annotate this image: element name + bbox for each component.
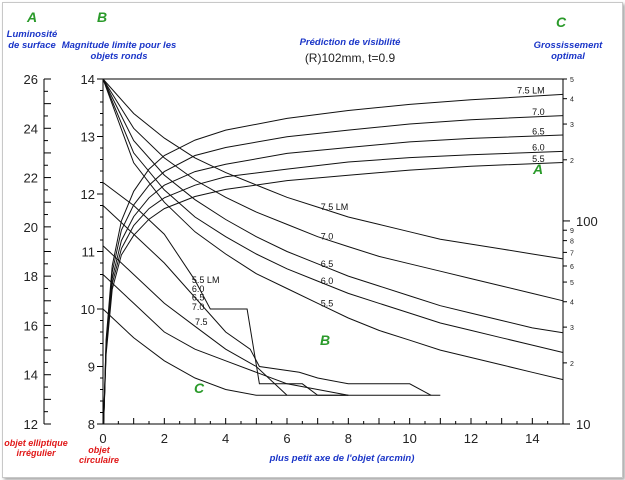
axis-c-major-label: 100 [576, 214, 598, 229]
series-a-label: 6.0 [321, 276, 334, 286]
axis-a-tick-label: 18 [24, 269, 38, 284]
axis-b-tick-label: 14 [81, 72, 95, 87]
plot-frame [102, 78, 564, 425]
axis-a-tick-label: 12 [24, 417, 38, 432]
col-a-letter: A [27, 9, 38, 25]
x-tick-label: 8 [345, 431, 352, 446]
x-tick-label: 2 [161, 431, 168, 446]
axis-c-minor-label: 5 [570, 280, 574, 287]
axis-c-minor-label: 8 [570, 239, 574, 246]
region-letter-c: C [194, 380, 205, 396]
col-b-title: Magnitude limite pour les objets ronds [61, 40, 177, 62]
circular-object-label: objet circulaire [78, 445, 120, 465]
series-a-label: 7.5 LM [321, 202, 349, 212]
x-tick-label: 0 [99, 431, 106, 446]
axis-c-minor-label: 3 [570, 122, 574, 129]
series-a-line [102, 78, 564, 353]
axis-c-minor-label: 3 [570, 325, 574, 332]
x-tick-label: 14 [525, 431, 539, 446]
axis-b-tick-label: 8 [88, 417, 95, 432]
axis-b-tick-label: 9 [88, 360, 95, 375]
axis-b-tick-label: 10 [81, 302, 95, 317]
series-c-line [103, 162, 564, 425]
chart-title: Prédiction de visibilité [299, 37, 401, 48]
axis-c-minor-label: 6 [570, 264, 574, 271]
axis-a-tick-label: 24 [24, 121, 38, 136]
series-a-line [102, 78, 564, 334]
axis-c-minor-label: 9 [570, 228, 574, 235]
col-c-letter: C [556, 14, 567, 30]
series-b-line [102, 274, 349, 396]
axis-c-minor-label: 4 [570, 300, 574, 307]
col-a-title: Luminosité de surface [6, 29, 58, 51]
series-c-line [103, 134, 564, 425]
x-tick-label: 4 [222, 431, 229, 446]
col-b-letter: B [97, 9, 108, 25]
series-a-line [102, 78, 564, 381]
axis-a-tick-label: 16 [24, 318, 38, 333]
series-b-line [102, 308, 287, 396]
axis-c-minor-label: 2 [570, 158, 574, 165]
irregular-object-label: objet elliptique irrégulier [4, 438, 68, 458]
series-c-line [103, 93, 564, 425]
x-tick-label: 10 [402, 431, 416, 446]
x-tick-label: 12 [464, 431, 478, 446]
series-b-line [102, 205, 432, 396]
series-b-line [102, 245, 349, 396]
axis-c-minor-label: 7 [570, 250, 574, 257]
series-a-label: 7.0 [321, 232, 334, 242]
col-c-title: Grossissement optimal [533, 40, 603, 62]
series-c-line [103, 115, 564, 425]
axis-b-tick-label: 11 [82, 245, 96, 260]
series-a-line [102, 78, 564, 302]
axis-c-major-label: 10 [576, 417, 590, 432]
chart-subtitle: (R)102mm, t=0.9 [304, 51, 396, 65]
series-c-label: 5.5 [532, 154, 545, 164]
axis-c-minor-label: 5 [570, 77, 574, 84]
axis-c-minor-label: 4 [570, 97, 574, 104]
series-c-label: 6.0 [532, 143, 545, 153]
axis-c-minor-label: 2 [570, 361, 574, 368]
series-c-label: 7.0 [532, 107, 545, 117]
axis-b-tick-label: 12 [81, 187, 95, 202]
region-letter-a: A [532, 161, 543, 177]
series-a-label: 5.5 [321, 298, 334, 308]
series-a-label: 6.5 [321, 259, 334, 269]
series-c-line [103, 150, 564, 425]
series-b-label: 5.5 LM [192, 275, 220, 285]
series-b-label: 6.0 [192, 284, 205, 294]
series-b-label: 7.0 [192, 302, 205, 312]
region-letter-b: B [320, 332, 330, 348]
series-b-label: 7.5 [195, 317, 208, 327]
axis-b-tick-label: 13 [81, 130, 95, 145]
x-tick-label: 6 [283, 431, 290, 446]
axis-a-tick-label: 22 [24, 171, 38, 186]
axis-a-tick-label: 20 [24, 220, 38, 235]
x-axis-label: plus petit axe de l'objet (arcmin) [269, 453, 415, 464]
series-b-line [102, 182, 441, 396]
series-c-label: 7.5 LM [517, 86, 545, 96]
series-c-label: 6.5 [532, 126, 545, 136]
axis-a-tick-label: 26 [24, 72, 38, 87]
series-b-label: 6.5 [192, 292, 205, 302]
axis-a-tick-label: 14 [24, 368, 38, 383]
